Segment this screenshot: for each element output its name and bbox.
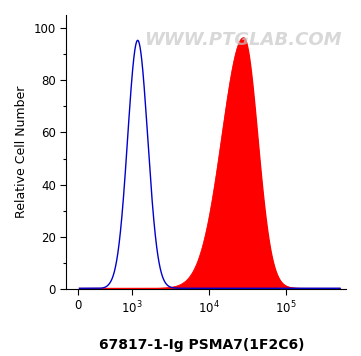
Text: 67817-1-Ig PSMA7(1F2C6): 67817-1-Ig PSMA7(1F2C6) (99, 339, 305, 352)
Y-axis label: Relative Cell Number: Relative Cell Number (15, 86, 28, 218)
Text: WWW.PTGLAB.COM: WWW.PTGLAB.COM (144, 31, 341, 49)
